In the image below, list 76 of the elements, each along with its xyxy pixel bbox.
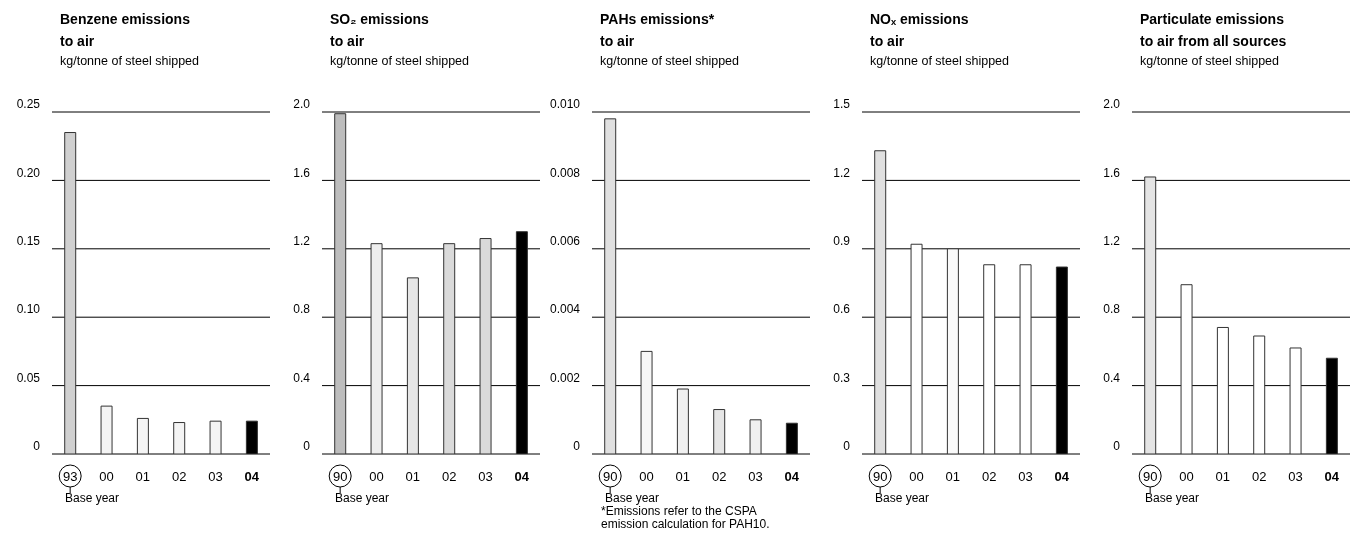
- y-tick-label: 0.010: [549, 97, 581, 112]
- chart-subtitle: kg/tonne of steel shipped: [1140, 54, 1280, 68]
- x-tick-label: 90: [332, 469, 348, 484]
- y-tick-label: 0: [843, 439, 851, 454]
- x-tick-label: 04: [784, 469, 800, 484]
- x-tick-label: 02: [441, 469, 457, 484]
- x-tick-label: 03: [1018, 469, 1033, 484]
- y-tick-label: 0.25: [16, 97, 41, 112]
- text: Base year: [875, 491, 931, 505]
- chart-subtitle: kg/tonne of steel shipped: [60, 54, 200, 68]
- y-tick-label: 0.05: [16, 370, 41, 385]
- text: Base year: [335, 491, 391, 505]
- y-tick-label: 1.2: [1103, 234, 1121, 249]
- x-tick-label: 00: [369, 469, 384, 484]
- y-tick-label: 2.0: [293, 97, 311, 112]
- text: Base year: [1145, 491, 1201, 505]
- x-tick-label: 93: [62, 469, 78, 484]
- x-tick-label: 02: [981, 469, 997, 484]
- chart-subtitle: kg/tonne of steel shipped: [600, 54, 740, 68]
- chart-title: Benzene emissions to air: [60, 10, 191, 51]
- x-tick-label: 04: [1324, 469, 1340, 484]
- chart-title: SO₂ emissions to air: [330, 10, 430, 51]
- y-tick-label: 1.6: [1103, 165, 1121, 180]
- x-tick-label: 02: [1251, 469, 1267, 484]
- y-tick-label: 0.006: [549, 234, 581, 249]
- x-tick-label: 01: [405, 469, 421, 484]
- x-tick-label: 04: [244, 469, 260, 484]
- x-tick-label: 02: [711, 469, 727, 484]
- x-tick-label: 04: [1054, 469, 1070, 484]
- y-tick-label: 0: [303, 439, 311, 454]
- x-tick-label: 00: [99, 469, 114, 484]
- x-tick-label: 90: [602, 469, 618, 484]
- x-tick-label: 03: [478, 469, 493, 484]
- y-tick-label: 0.6: [833, 302, 851, 317]
- x-tick-label: 90: [872, 469, 888, 484]
- y-tick-label: 2.0: [1103, 97, 1121, 112]
- y-tick-label: 1.2: [833, 165, 851, 180]
- x-tick-label: 01: [1215, 469, 1231, 484]
- x-tick-label: 01: [675, 469, 691, 484]
- y-tick-label: 0.8: [1103, 302, 1121, 317]
- x-tick-label: 01: [945, 469, 961, 484]
- y-tick-label: 0.4: [293, 370, 311, 385]
- chart-subtitle: kg/tonne of steel shipped: [870, 54, 1010, 68]
- x-tick-label: 03: [748, 469, 763, 484]
- x-tick-label: 01: [135, 469, 151, 484]
- x-tick-label: 02: [171, 469, 187, 484]
- x-tick-label: 00: [639, 469, 654, 484]
- chart-title: NOₓ emissions to air: [870, 10, 970, 51]
- chart-title: PAHs emissions* to air: [600, 10, 716, 51]
- y-tick-label: 1.2: [293, 234, 311, 249]
- y-tick-label: 0: [1113, 439, 1121, 454]
- x-tick-label: 03: [208, 469, 223, 484]
- y-tick-label: 0.4: [1103, 370, 1121, 385]
- y-tick-label: 0.8: [293, 302, 311, 317]
- y-tick-label: 0.20: [16, 165, 41, 180]
- chart-title: Particulate emissions to air from all sources: [1140, 10, 1288, 51]
- x-tick-label: 04: [514, 469, 530, 484]
- text: Base year: [65, 491, 121, 505]
- text: Base year: [605, 491, 661, 505]
- y-tick-label: 0.004: [549, 302, 581, 317]
- chart-subtitle: kg/tonne of steel shipped: [330, 54, 470, 68]
- y-tick-label: 0: [573, 439, 581, 454]
- y-tick-label: 0: [33, 439, 41, 454]
- x-tick-label: 00: [1179, 469, 1194, 484]
- y-tick-label: 0.10: [16, 302, 41, 317]
- y-tick-label: 1.5: [833, 97, 851, 112]
- y-tick-label: 0.15: [16, 234, 41, 249]
- y-tick-label: 0.008: [549, 165, 581, 180]
- y-tick-label: 0.3: [833, 370, 851, 385]
- y-tick-label: 0.002: [549, 370, 581, 385]
- x-tick-label: 00: [909, 469, 924, 484]
- text: *Emissions refer to the CSPA emission calculation for PAH10.: [601, 504, 771, 531]
- x-tick-label: 90: [1142, 469, 1158, 484]
- y-tick-label: 0.9: [833, 234, 851, 249]
- x-tick-label: 03: [1288, 469, 1303, 484]
- y-tick-label: 1.6: [293, 165, 311, 180]
